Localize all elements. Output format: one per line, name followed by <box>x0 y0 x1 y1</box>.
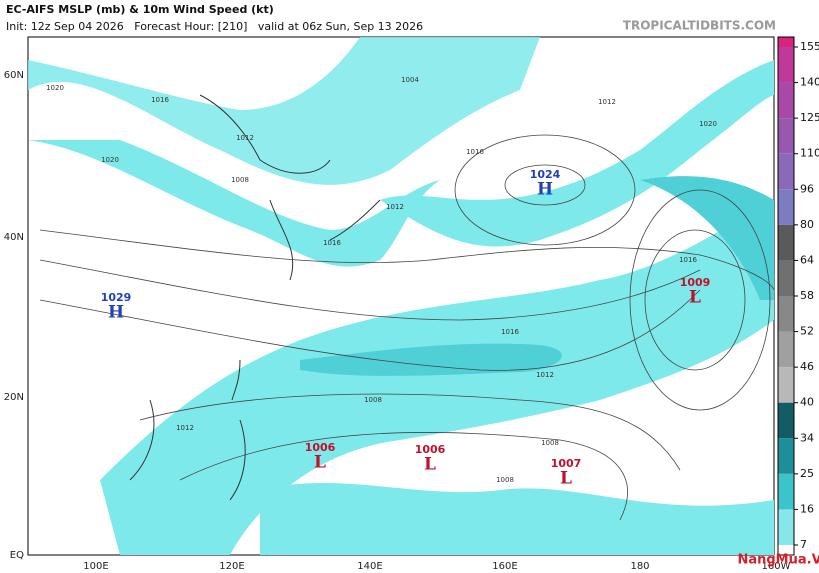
center-pressure: 1029 <box>101 291 132 304</box>
lon-label: 160W <box>762 561 791 572</box>
colorbar-segment <box>778 367 794 403</box>
lon-label: 180 <box>630 561 649 572</box>
wind-area <box>260 482 774 555</box>
colorbar-label: 155 <box>800 40 819 53</box>
colorbar-label: 64 <box>800 253 814 266</box>
isobar-label: 1016 <box>679 256 697 264</box>
isobar-label: 1008 <box>231 176 249 184</box>
map-area <box>27 36 775 556</box>
colorbar-segment <box>778 438 794 474</box>
center-letter: L <box>560 469 572 489</box>
isobar-label: 1020 <box>101 156 119 164</box>
colorbar-label: 125 <box>800 111 819 124</box>
colorbar-label: 40 <box>800 396 814 409</box>
colorbar-label: 46 <box>800 360 814 373</box>
lon-label: 160E <box>492 561 517 572</box>
site-name: TROPICALTIDBITS.COM <box>623 19 776 33</box>
colorbar-label: 25 <box>800 467 814 480</box>
wind-area-strong <box>640 176 774 300</box>
wind-area-strong <box>300 343 562 376</box>
lon-label: 100E <box>83 561 108 572</box>
center-letter: H <box>108 303 124 323</box>
center-pressure: 1007 <box>551 457 582 470</box>
isobar-label: 1012 <box>598 98 616 106</box>
lat-label: 60N <box>4 70 24 81</box>
coastline <box>129 94 381 501</box>
colorbar-segment <box>778 153 794 190</box>
isobar-label: 1020 <box>699 120 717 128</box>
wind-area <box>380 60 774 247</box>
colorbar-label: 80 <box>800 218 814 231</box>
watermark: NangMua.VN <box>737 553 819 568</box>
colorbar-segment <box>778 545 794 555</box>
center-letter: L <box>689 288 701 308</box>
colorbar-segment <box>778 260 794 296</box>
colorbar-segment <box>778 224 794 261</box>
center-letter: L <box>424 455 436 475</box>
isobar-label: 1008 <box>364 396 382 404</box>
center-pressure: 1024 <box>530 168 561 181</box>
isobar-label: 1020 <box>46 84 64 92</box>
isobar-label: 1008 <box>496 476 514 484</box>
isobar-label: 1016 <box>501 328 519 336</box>
subtitle: Init: 12z Sep 04 2026 Forecast Hour: [21… <box>6 20 423 33</box>
colorbar-segment <box>778 509 794 545</box>
isobars <box>39 134 775 521</box>
wind-area <box>100 200 774 555</box>
isobar-label: 1012 <box>236 134 254 142</box>
isobar-label: 1016 <box>466 148 484 156</box>
isobar-label: 1012 <box>536 371 554 379</box>
colorbar-label: 16 <box>800 502 814 515</box>
lat-label: 20N <box>4 392 24 403</box>
isobar-label: 1008 <box>541 439 559 447</box>
isobar-label: 1016 <box>151 96 169 104</box>
colorbar-segment <box>778 118 794 154</box>
colorbar-segment <box>778 296 794 332</box>
colorbar-label: 34 <box>800 431 814 444</box>
colorbar-segment <box>778 189 794 225</box>
center-letter: L <box>314 453 326 473</box>
colorbar-label: 96 <box>800 182 814 195</box>
lat-label: 40N <box>4 232 24 243</box>
colorbar-label: 52 <box>800 325 814 338</box>
colorbar-segment <box>778 402 794 439</box>
colorbar-label: 110 <box>800 147 819 160</box>
center-pressure: 1006 <box>415 443 446 456</box>
colorbar-label: 140 <box>800 76 819 89</box>
center-pressure: 1009 <box>680 276 711 289</box>
title: EC-AIFS MSLP (mb) & 10m Wind Speed (kt) <box>6 3 274 16</box>
isobar-label: 1012 <box>386 203 404 211</box>
colorbar-segment <box>778 47 794 83</box>
lon-label: 140E <box>357 561 382 572</box>
wind-area <box>28 37 540 185</box>
colorbar-segment <box>778 473 794 510</box>
center-letter: H <box>537 180 553 200</box>
colorbar-label: 58 <box>800 289 814 302</box>
lat-label: EQ <box>10 550 24 561</box>
isobar-label: 1012 <box>176 424 194 432</box>
isobar-label: 1016 <box>323 239 341 247</box>
wind-area <box>28 140 440 267</box>
colorbar-segment <box>778 82 794 119</box>
isobar-label: 1004 <box>401 76 419 84</box>
colorbar-segment <box>778 37 794 47</box>
center-pressure: 1006 <box>305 441 336 454</box>
lon-label: 120E <box>219 561 244 572</box>
colorbar-segment <box>778 331 794 368</box>
colorbar-label: 7 <box>800 538 807 551</box>
